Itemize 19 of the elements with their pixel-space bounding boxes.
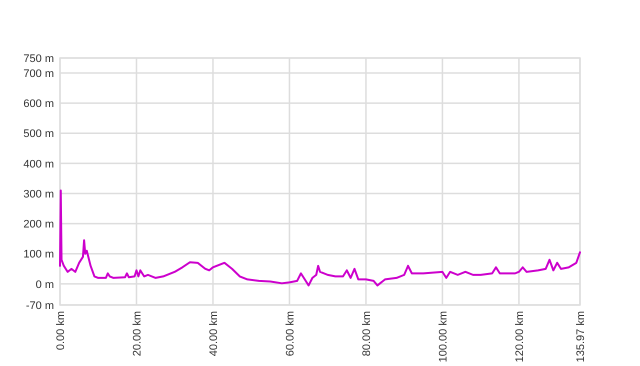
y-tick-label: 0 m	[36, 278, 54, 291]
x-tick-label: 60.00 km	[284, 311, 296, 356]
y-tick-label: 750 m	[23, 52, 54, 65]
x-tick-label: 80.00 km	[360, 311, 373, 356]
x-tick-label: 20.00 km	[131, 311, 144, 356]
y-tick-label: 200 m	[23, 218, 54, 231]
y-tick-label: 600 m	[23, 98, 54, 110]
y-tick-label: -70 m	[26, 300, 54, 312]
y-tick-label: 400 m	[23, 158, 54, 170]
y-tick-label: 500 m	[23, 128, 54, 140]
x-tick-label: 0.00 km	[54, 311, 67, 350]
x-tick-label: 40.00 km	[208, 311, 220, 356]
y-tick-label: 100 m	[23, 248, 54, 261]
y-tick-label: 700 m	[23, 68, 54, 80]
x-tick-label: 120.00 km	[514, 311, 526, 362]
y-tick-label: 300 m	[23, 188, 54, 200]
x-tick-label: 135.97 km	[574, 311, 587, 362]
line-series	[59, 190, 581, 286]
x-tick-label: 100.00 km	[437, 311, 450, 362]
